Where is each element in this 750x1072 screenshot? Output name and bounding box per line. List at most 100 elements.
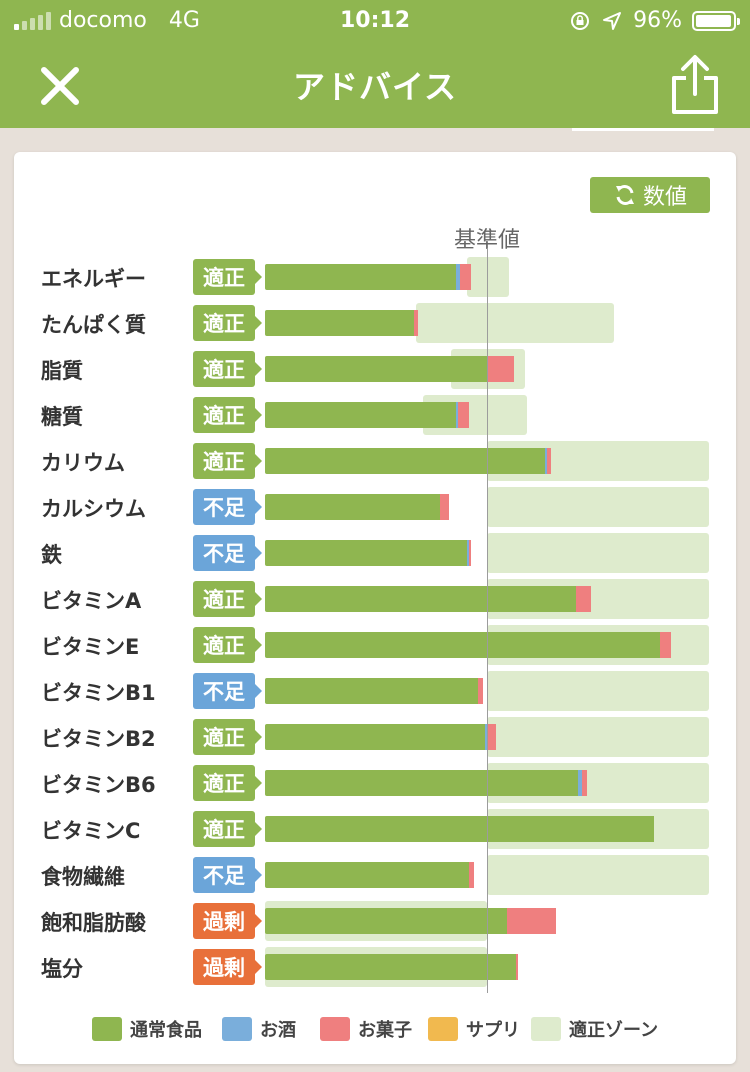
nutrient-row: エネルギー 適正 <box>0 257 750 297</box>
bar-segment-snacks <box>469 540 472 566</box>
bar-segment-snacks <box>458 402 470 428</box>
bar-segment-snacks <box>546 448 552 474</box>
bar-segment-snacks <box>660 632 672 658</box>
bar-segment-normal <box>265 816 654 842</box>
nutrient-row: カリウム 適正 <box>0 441 750 481</box>
bar-segment-snacks <box>478 678 483 704</box>
nutrient-name: 糖質 <box>41 405 83 429</box>
location-icon <box>603 11 622 30</box>
status-badge: 適正 <box>193 627 262 663</box>
status-badge: 不足 <box>193 535 262 571</box>
bar-segment-alcohol <box>455 402 459 428</box>
battery-icon <box>692 10 740 31</box>
orientation-lock-icon <box>571 11 590 30</box>
optimal-zone <box>415 303 614 343</box>
close-icon <box>41 67 79 105</box>
legend-label: サプリ <box>466 1020 520 1041</box>
legend-label: お菓子 <box>358 1020 412 1041</box>
status-right: 96% <box>569 8 740 33</box>
bar-segment-normal <box>265 954 516 980</box>
status-badge: 適正 <box>193 259 262 295</box>
nutrient-row: ビタミンC 適正 <box>0 809 750 849</box>
status-badge: 適正 <box>193 305 262 341</box>
nutrient-name: 脂質 <box>41 359 83 383</box>
nutrient-name: ビタミンB1 <box>41 681 156 705</box>
nutrient-name: 食物繊維 <box>41 865 125 889</box>
status-time: 10:12 <box>339 8 411 33</box>
nutrient-name: 塩分 <box>41 957 83 981</box>
bar-segment-normal <box>265 494 441 520</box>
optimal-zone <box>487 671 709 711</box>
status-badge: 適正 <box>193 397 262 433</box>
bar-segment-snacks <box>487 724 496 750</box>
nutrient-row: 食物繊維 不足 <box>0 855 750 895</box>
nutrient-row: カルシウム 不足 <box>0 487 750 527</box>
legend-item: お菓子 <box>320 1016 412 1042</box>
bar-segment-snacks <box>515 954 519 980</box>
bar-segment-normal <box>265 770 579 796</box>
bar-segment-alcohol <box>484 724 487 750</box>
nutrient-row: 鉄 不足 <box>0 533 750 573</box>
chart-legend: 通常食品 お酒 お菓子 サプリ 適正ゾーン <box>0 1016 750 1042</box>
bar-segment-normal <box>265 310 414 336</box>
nutrient-row: たんぱく質 適正 <box>0 303 750 343</box>
nutrient-name: カリウム <box>41 451 125 475</box>
legend-swatch <box>320 1017 350 1041</box>
status-badge: 適正 <box>193 811 262 847</box>
bar-segment-alcohol <box>544 448 547 474</box>
nutrient-row: 糖質 適正 <box>0 395 750 435</box>
nutrient-row: 塩分 過剰 <box>0 947 750 987</box>
status-badge: 不足 <box>193 673 262 709</box>
nutrient-name: エネルギー <box>41 267 146 291</box>
value-toggle-label: 数値 <box>642 185 687 210</box>
nutrient-name: ビタミンE <box>41 635 140 659</box>
legend-item: 適正ゾーン <box>531 1016 658 1042</box>
optimal-zone <box>487 855 709 895</box>
optimal-zone <box>487 533 709 573</box>
bar-segment-normal <box>265 908 507 934</box>
status-badge: 適正 <box>193 581 262 617</box>
bar-segment-normal <box>265 724 485 750</box>
bar-segment-normal <box>265 678 479 704</box>
page-title: アドバイス <box>292 68 458 106</box>
nav-bar: アドバイス <box>0 42 750 128</box>
nutrient-row: 飽和脂肪酸 過剰 <box>0 901 750 941</box>
battery-percent: 96% <box>633 8 682 33</box>
status-badge: 適正 <box>193 443 262 479</box>
status-badge: 適正 <box>193 351 262 387</box>
legend-swatch <box>531 1017 561 1041</box>
legend-swatch <box>428 1017 458 1041</box>
bar-segment-normal <box>265 586 576 612</box>
share-button[interactable] <box>668 54 722 116</box>
value-toggle-button[interactable]: 数値 <box>590 177 710 213</box>
status-left: docomo 4G <box>14 8 200 33</box>
nutrient-name: ビタミンB2 <box>41 727 156 751</box>
bar-segment-snacks <box>506 908 556 934</box>
legend-item: サプリ <box>428 1016 520 1042</box>
bar-segment-normal <box>265 862 470 888</box>
bar-segment-snacks <box>460 264 472 290</box>
legend-item: 通常食品 <box>92 1016 202 1042</box>
share-icon <box>672 55 718 114</box>
bar-segment-normal <box>265 264 456 290</box>
nutrient-row: ビタミンB2 適正 <box>0 717 750 757</box>
bar-segment-normal <box>265 540 468 566</box>
network-type: 4G <box>168 8 200 33</box>
status-badge: 適正 <box>193 719 262 755</box>
refresh-icon <box>615 185 634 205</box>
nutrient-name: カルシウム <box>41 497 146 521</box>
bar-segment-normal <box>265 402 456 428</box>
nutrient-row: 脂質 適正 <box>0 349 750 389</box>
optimal-zone <box>467 257 510 297</box>
nutrient-name: 飽和脂肪酸 <box>41 911 146 935</box>
close-button[interactable] <box>38 64 82 108</box>
legend-label: 適正ゾーン <box>569 1020 659 1041</box>
nutrient-name: たんぱく質 <box>41 313 146 337</box>
nutrient-row: ビタミンB6 適正 <box>0 763 750 803</box>
legend-item: お酒 <box>222 1016 296 1042</box>
bar-segment-normal <box>265 632 661 658</box>
status-badge: 適正 <box>193 765 262 801</box>
signal-icon <box>14 11 51 30</box>
status-bar: docomo 4G 10:12 96% <box>0 0 750 42</box>
bar-segment-alcohol <box>578 770 583 796</box>
